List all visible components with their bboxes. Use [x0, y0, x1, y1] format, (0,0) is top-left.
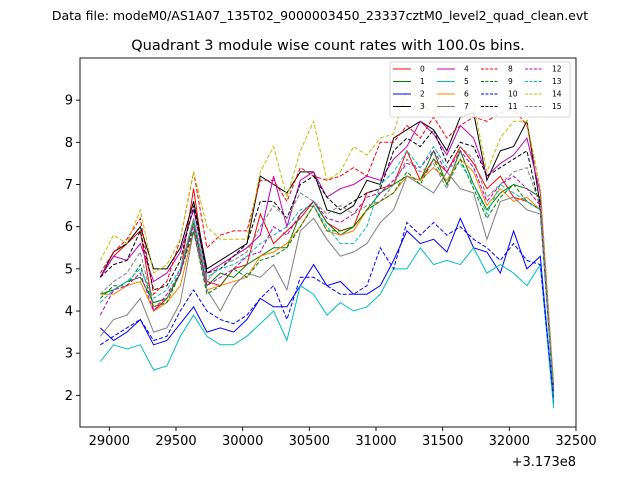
x-tick-label: 30500: [289, 434, 330, 449]
x-tick-label: 32000: [489, 434, 530, 449]
x-offset-label: +3.173e8: [512, 455, 576, 470]
legend-label-11: 11: [508, 102, 518, 111]
figure-suptitle: Data file: modeM0/AS1A07_135T02_90000034…: [52, 8, 588, 23]
y-tick-label: 7: [65, 178, 73, 193]
legend-label-5: 5: [464, 77, 469, 86]
legend-label-12: 12: [552, 65, 562, 74]
series-line-5: [99, 246, 555, 409]
series-line-7: [99, 171, 555, 392]
y-tick-label: 2: [65, 389, 73, 404]
x-tick-label: 29000: [89, 434, 130, 449]
legend-label-7: 7: [464, 102, 469, 111]
x-tick-label: 31000: [355, 434, 396, 449]
plot-background: [80, 58, 576, 427]
series-line-13: [99, 145, 555, 396]
legend-label-1: 1: [420, 77, 425, 86]
y-tick-label: 6: [65, 220, 73, 235]
series-line-15: [99, 145, 555, 387]
series-line-2: [99, 217, 555, 404]
y-tick-label: 4: [65, 305, 73, 320]
legend-label-2: 2: [420, 90, 425, 99]
series-line-9: [99, 158, 555, 396]
series-line-1: [100, 149, 555, 396]
legend-label-3: 3: [420, 102, 425, 111]
plot-area: [79, 57, 577, 428]
legend-label-8: 8: [508, 65, 513, 74]
legend-label-14: 14: [552, 90, 562, 99]
plot-frame: [79, 57, 577, 428]
legend-box: [389, 61, 571, 118]
y-tick-label: 3: [65, 347, 73, 362]
y-tick-label: 8: [65, 136, 73, 151]
series-line-12: [99, 149, 555, 392]
legend-label-6: 6: [464, 90, 469, 99]
series-line-10: [100, 221, 555, 400]
legend-label-13: 13: [552, 77, 562, 86]
x-tick-label: 30000: [222, 434, 263, 449]
legend-label-9: 9: [508, 77, 513, 86]
legend-label-10: 10: [508, 90, 518, 99]
legend-label-0: 0: [420, 65, 425, 74]
x-tick-label: 32500: [555, 434, 596, 449]
series-line-14: [99, 73, 555, 383]
series-line-8: [99, 108, 555, 387]
series-line-11: [99, 128, 555, 392]
x-axis: 29000 29500 30000 30500 31000 31500 32000 32500: [89, 427, 597, 449]
y-tick-label: 9: [65, 94, 73, 109]
y-axis: 2 3 4 5 6 7 8 9: [65, 94, 80, 404]
y-tick-label: 5: [65, 262, 73, 277]
x-tick-label: 31500: [422, 434, 463, 449]
series-line-3: [99, 112, 555, 392]
x-tick-label: 29500: [155, 434, 196, 449]
legend-label-15: 15: [552, 102, 562, 111]
legend-label-4: 4: [464, 65, 469, 74]
chart-title: Quadrant 3 module wise count rates with …: [131, 38, 525, 54]
